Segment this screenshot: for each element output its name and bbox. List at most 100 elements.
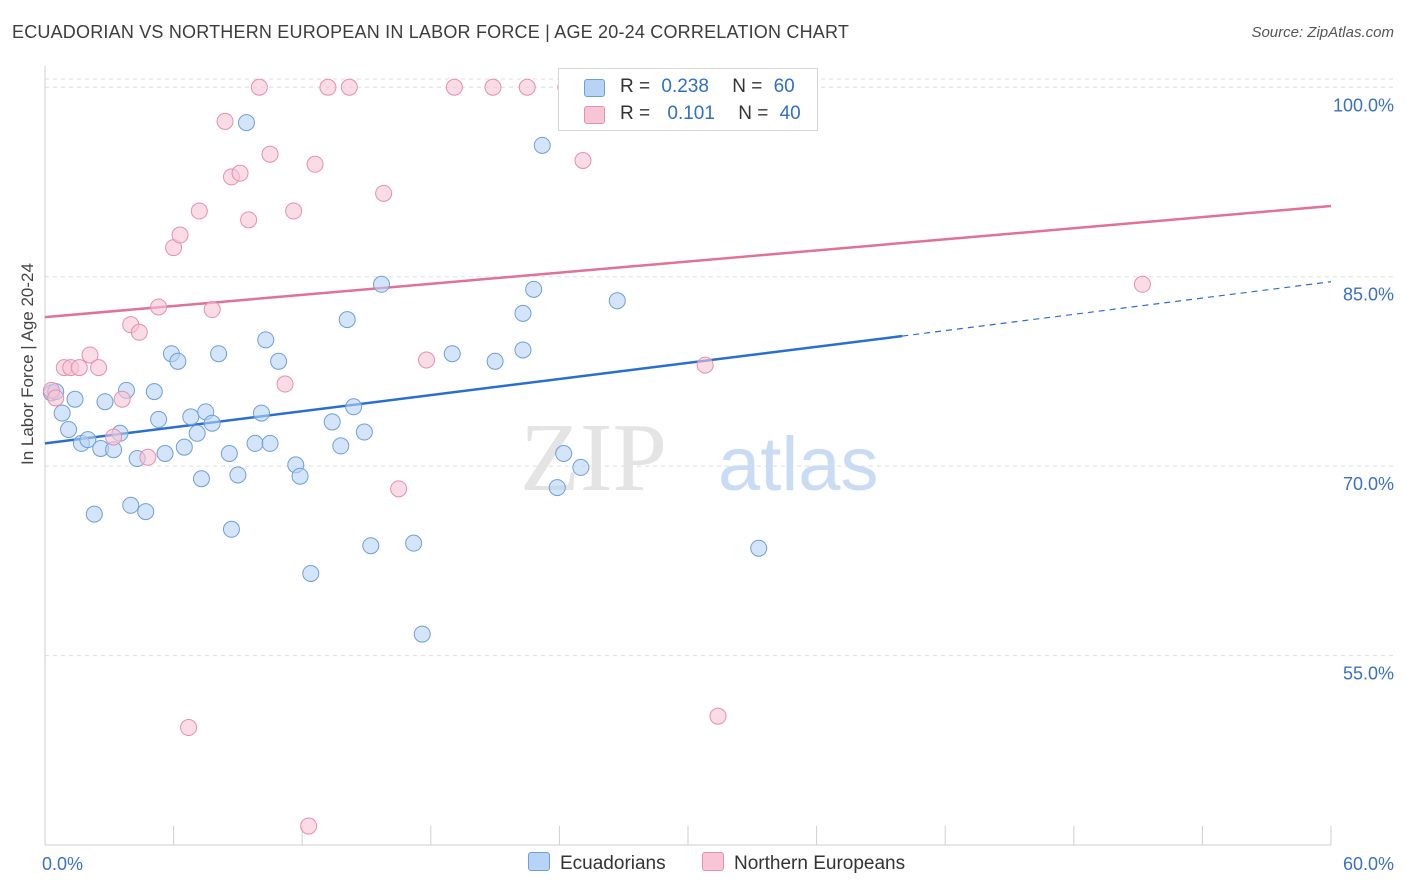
ecuadorian-point: [257, 331, 275, 349]
northern-european-point: [696, 356, 714, 374]
ecuadorian-point: [175, 438, 193, 456]
ecuadorian-point: [79, 431, 97, 449]
ecuadorian-point: [323, 413, 341, 431]
ecuadorian-point: [122, 496, 140, 514]
northern-european-point: [390, 480, 408, 498]
northern-european-point: [1133, 275, 1151, 293]
northern-european-point: [180, 719, 198, 737]
northern-european-point: [231, 164, 249, 182]
ecuadorian-point: [338, 311, 356, 329]
chart-title: ECUADORIAN VS NORTHERN EUROPEAN IN LABOR…: [12, 22, 850, 42]
ecuadorian-point: [150, 410, 168, 428]
ecuadorian-point: [85, 505, 103, 523]
ecuadorian-point: [362, 537, 380, 555]
ecuadorian-point: [555, 445, 573, 462]
northern-european-point: [150, 298, 168, 316]
northern-european-point: [171, 226, 189, 244]
northern-european-point: [276, 375, 294, 393]
northern-european-point: [418, 351, 436, 369]
northern-european-point: [130, 323, 148, 341]
ecuadorian-point: [210, 345, 228, 363]
r-label: R =: [620, 76, 651, 97]
legend-item-northern-europeans[interactable]: Northern Europeans: [702, 852, 905, 875]
r-value: 0.238: [661, 76, 709, 97]
northern-european-point: [47, 389, 65, 407]
blue-swatch: [584, 79, 605, 97]
northern-european-point: [70, 359, 88, 377]
ecuadorian-point: [572, 458, 590, 476]
northern-european-point: [105, 428, 123, 446]
stats-legend: R = 0.238 N = 60 R = 0.101 N = 40: [558, 68, 818, 131]
ecuadorian-point: [237, 114, 255, 132]
y-tick-label: 100.0%: [1333, 95, 1394, 115]
y-tick-label: 70.0%: [1343, 474, 1394, 494]
ecuadorian-point: [302, 564, 320, 582]
ecuadorian-point: [222, 520, 240, 538]
ecuadorian-point: [514, 341, 532, 359]
ecuadorian-point: [66, 390, 84, 408]
ecuadorian-point: [53, 404, 71, 422]
watermark-zip: ZIP: [520, 404, 667, 512]
r-value: 0.101: [667, 103, 715, 124]
northern-european-point: [90, 359, 108, 377]
northern-european-point: [139, 448, 157, 466]
northern-european-point: [300, 817, 318, 835]
r-label: R =: [620, 103, 651, 124]
ecuadorian-point: [486, 352, 504, 370]
ecuadorian-point: [246, 434, 264, 452]
northern-european-point: [261, 145, 279, 163]
ecuadorian-point: [252, 404, 270, 422]
northern-european-point: [81, 346, 99, 364]
ecuadorian-point: [203, 414, 221, 432]
x-tick-label: 0.0%: [42, 854, 83, 874]
ecuadorian-point: [145, 383, 163, 401]
ecuadorian-point: [332, 437, 350, 455]
ecuadorian-point: [188, 424, 206, 442]
northern-european-trend-line: [44, 204, 1332, 319]
northern-european-point: [319, 78, 337, 96]
ecuadorian-point: [750, 539, 768, 557]
x-tick-label: 60.0%: [1343, 854, 1394, 874]
y-tick-labels: 55.0% 70.0% 85.0% 100.0%: [1333, 95, 1394, 683]
northern-european-point: [445, 78, 463, 96]
northern-european-point: [306, 155, 324, 173]
axes: [44, 66, 1332, 846]
ecuadorian-point: [137, 503, 155, 521]
y-tick-label: 85.0%: [1343, 285, 1394, 305]
source-label: Source: ZipAtlas.com: [1251, 24, 1394, 41]
northern-european-point: [113, 390, 131, 408]
series-legend: Ecuadorians Northern Europeans: [0, 852, 1406, 878]
ecuadorian-point: [443, 345, 461, 363]
northern-european-point: [216, 112, 234, 130]
legend-item-ecuadorians[interactable]: Ecuadorians: [528, 852, 666, 875]
ecuadorian-point: [345, 398, 363, 416]
x-tick-labels: 0.0% 60.0%: [42, 854, 1394, 874]
y-tick-label: 55.0%: [1343, 664, 1394, 684]
ecuadorian-point: [514, 304, 532, 322]
n-label: N =: [738, 103, 769, 124]
ecuadorian-point: [229, 466, 247, 484]
northern-european-point: [375, 184, 393, 202]
ecuadorian-point: [608, 292, 626, 310]
ecuadorian-point: [169, 352, 187, 370]
blue-swatch: [528, 852, 550, 871]
ecuadorian-point: [270, 352, 288, 370]
northern-european-point: [518, 78, 536, 96]
ecuadorian-point: [533, 136, 551, 154]
ecuadorian-point: [355, 423, 373, 441]
n-value: 60: [773, 76, 795, 97]
northern-european-point: [340, 78, 358, 96]
ecuadorian-point: [192, 470, 210, 488]
ecuadorian-point: [60, 421, 78, 439]
northern-european-point: [285, 202, 303, 220]
legend-label-ecuadorians: Ecuadorians: [560, 853, 666, 874]
northern-european-point: [240, 211, 258, 229]
ecuadorian-point: [525, 280, 543, 298]
northern-european-point: [203, 301, 221, 319]
legend-label-northern-europeans: Northern Europeans: [734, 853, 906, 874]
watermark: ZIP atlas: [520, 404, 879, 512]
ecuadorian-point: [220, 445, 238, 462]
pink-swatch: [702, 852, 724, 871]
ecuadorian-point: [413, 625, 431, 643]
ecuadorian-trend-line: [44, 334, 903, 445]
